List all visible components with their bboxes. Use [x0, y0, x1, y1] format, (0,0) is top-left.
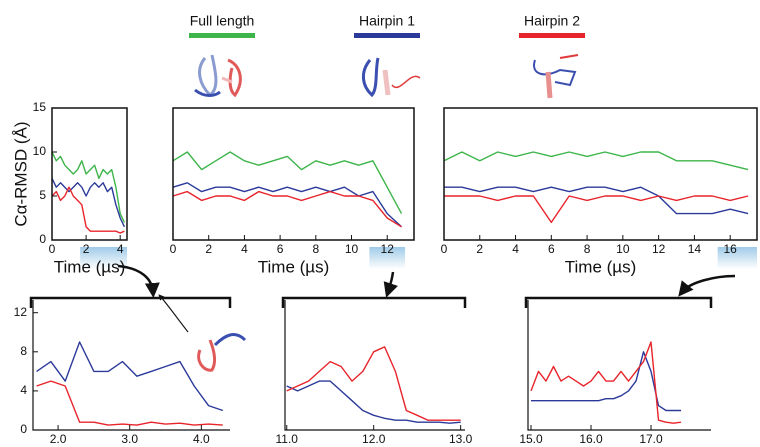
axes: [527, 300, 711, 431]
plot-frame: [443, 107, 758, 241]
x-tick-label: 0: [441, 242, 448, 256]
x-tick-label: 2.0: [50, 432, 67, 446]
rmsd-trace: [36, 380, 223, 426]
x-tick-label: 16: [723, 242, 737, 256]
highlights: [80, 247, 757, 269]
x-tick-label: 8: [312, 242, 319, 256]
rmsd-trace: [51, 151, 126, 223]
x-tick-label: 15.0: [519, 432, 543, 446]
x-tick-label: 2: [476, 242, 483, 256]
x-tick-label: 12.0: [362, 432, 386, 446]
axes: [284, 300, 465, 431]
zoom-bracket: [281, 296, 467, 308]
zoom-arrows: [117, 264, 736, 298]
x-tick-label: 4: [117, 242, 124, 256]
y-tick-label: 10: [33, 144, 47, 158]
zoom-bracket: [29, 296, 232, 308]
legend-label: Full length: [190, 13, 255, 29]
x-tick-label: 4: [512, 242, 519, 256]
structure-full: [194, 54, 242, 98]
x-tick-label: 6: [548, 242, 555, 256]
y-tick-label: 0: [20, 422, 27, 436]
rmsd-trace: [172, 190, 402, 228]
zoom-highlight: [717, 247, 757, 269]
x-tick-label: 4.0: [193, 432, 210, 446]
x-tick-label: 10: [345, 242, 359, 256]
y-tick-label: 5: [39, 188, 46, 202]
x-tick-label: 13.0: [449, 432, 473, 446]
rmsd-trace: [286, 380, 461, 424]
x-tick-label: 16.0: [579, 432, 603, 446]
x-tick-label: 11.0: [276, 432, 299, 446]
legend-label: Hairpin 1: [359, 13, 415, 29]
structure-inset: [158, 294, 247, 372]
plot-frame: [172, 107, 415, 241]
legend-swatch: [519, 33, 585, 38]
structure-hairpin1: [362, 57, 421, 98]
x-tick-label: 3.0: [121, 432, 138, 446]
x-tick-label: 0: [170, 242, 177, 256]
y-tick-label: 8: [20, 344, 27, 358]
rmsd-trace: [172, 151, 403, 214]
x-tick-label: 2: [205, 242, 212, 256]
zoom-highlight: [80, 247, 127, 269]
x-tick-label: 0: [49, 242, 56, 256]
legend-swatch: [354, 33, 420, 38]
rmsd-trace: [530, 341, 682, 424]
legend-label: Hairpin 2: [524, 13, 580, 29]
x-tick-label: 4: [241, 242, 248, 256]
rmsd-trace: [444, 195, 749, 224]
rmsd-trace: [36, 341, 224, 412]
x-tick-label: 6: [277, 242, 284, 256]
x-axis-label: Time (µs): [258, 257, 330, 276]
legend-swatch: [189, 33, 255, 38]
x-tick-label: 10: [616, 242, 630, 256]
y-tick-label: 12: [14, 305, 28, 319]
x-tick-label: 17.0: [639, 432, 663, 446]
x-axis-label: Time (µs): [54, 257, 126, 276]
rmsd-trace: [444, 186, 749, 215]
charts: Full length Hairpin 1 Hairpin 2 0 2 4 0 5 10 15 Ti…: [11, 13, 758, 446]
plot-frame: [51, 107, 128, 241]
x-axis-label: Time (µs): [565, 257, 637, 276]
y-tick-label: 4: [20, 383, 27, 397]
y-tick-label: 0: [39, 232, 46, 246]
x-tick-label: 2: [83, 242, 90, 256]
x-tick-label: 12: [381, 242, 395, 256]
structure-hairpin2: [533, 54, 579, 99]
rmsd-trace: [51, 186, 125, 234]
zoom-highlight: [369, 247, 406, 269]
rmsd-trace: [286, 346, 461, 421]
y-tick-label: 15: [33, 100, 47, 114]
rmsd-trace: [443, 151, 749, 171]
x-tick-label: 8: [584, 242, 591, 256]
y-axis-label: Cα-RMSD (Å): [11, 121, 30, 226]
zoom-bracket: [524, 296, 713, 308]
x-tick-label: 12: [652, 242, 666, 256]
x-tick-label: 14: [688, 242, 702, 256]
rmsd-trace: [51, 178, 126, 228]
rmsd-trace: [172, 182, 402, 228]
